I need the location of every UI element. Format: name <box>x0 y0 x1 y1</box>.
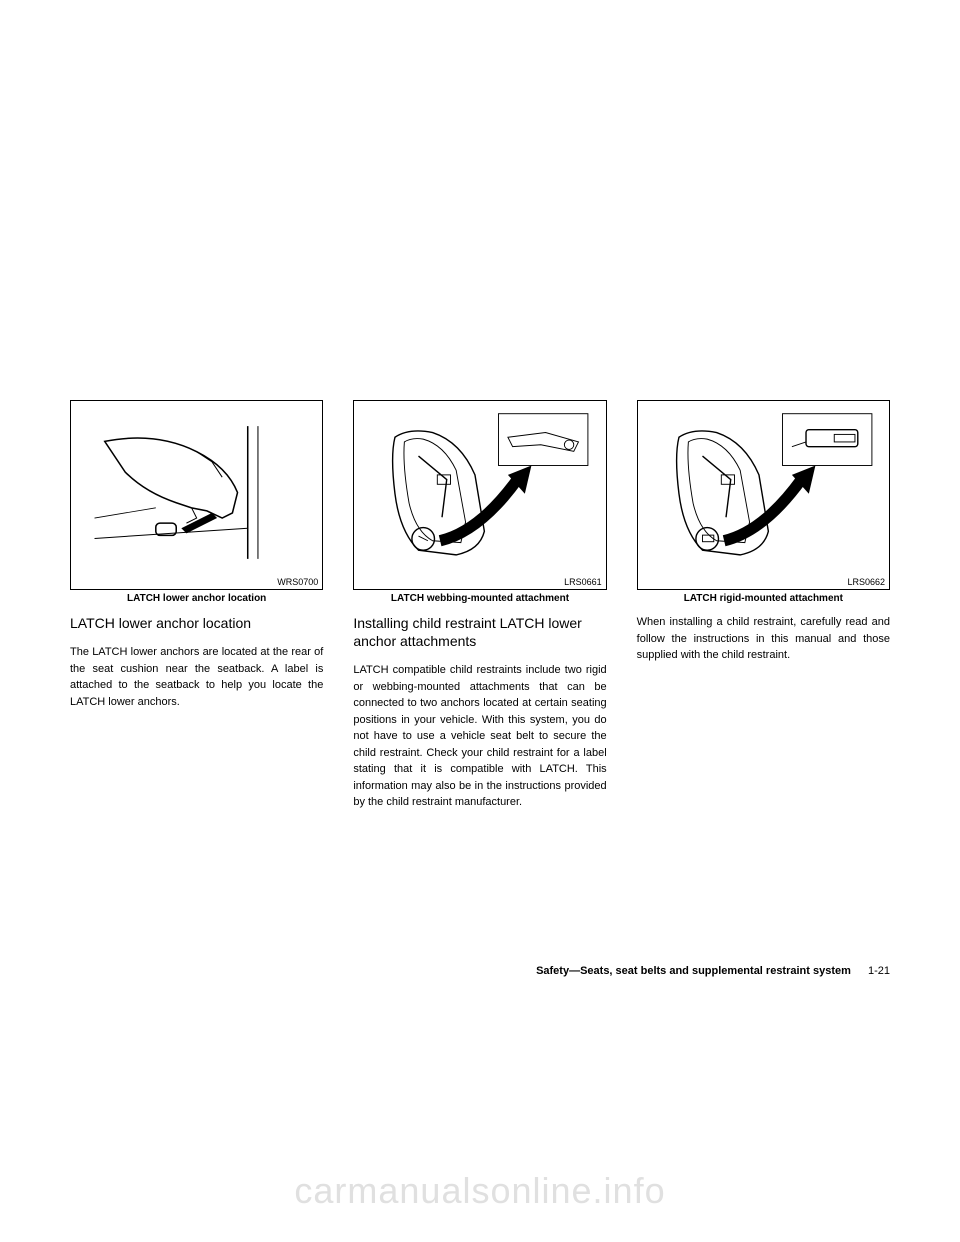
illustration-webbing-attachment <box>362 409 597 569</box>
footer-section: Safety—Seats, seat belts and supplementa… <box>536 965 851 977</box>
figure-caption-1: LATCH lower anchor location <box>70 593 323 604</box>
illustration-rigid-attachment <box>646 409 881 569</box>
column-3: LRS0662 LATCH rigid-mounted attachment W… <box>637 400 890 811</box>
figure-box-2: LRS0661 <box>353 400 606 590</box>
page-footer: Safety—Seats, seat belts and supplementa… <box>536 965 890 977</box>
section-heading-2: Installing child restraint LATCH lower a… <box>353 614 606 650</box>
figure-caption-2: LATCH webbing-mounted attachment <box>353 593 606 604</box>
column-2: LRS0661 LATCH webbing-mounted attachment… <box>353 400 606 811</box>
footer-page: 1-21 <box>868 965 890 977</box>
column-1: WRS0700 LATCH lower anchor location LATC… <box>70 400 323 811</box>
illustration-hand-anchor <box>91 421 302 564</box>
figure-caption-3: LATCH rigid-mounted attachment <box>637 593 890 604</box>
body-text-1: The LATCH lower anchors are located at t… <box>70 644 323 710</box>
figure-box-3: LRS0662 <box>637 400 890 590</box>
figure-code-3: LRS0662 <box>847 577 885 587</box>
page-content: WRS0700 LATCH lower anchor location LATC… <box>70 400 890 811</box>
figure-code-2: LRS0661 <box>564 577 602 587</box>
watermark: carmanualsonline.info <box>294 1170 665 1212</box>
figure-box-1: WRS0700 <box>70 400 323 590</box>
body-text-2: LATCH compatible child restraints includ… <box>353 662 606 811</box>
figure-code-1: WRS0700 <box>277 577 318 587</box>
body-text-3: When installing a child restraint, caref… <box>637 614 890 664</box>
section-heading-1: LATCH lower anchor location <box>70 614 323 632</box>
